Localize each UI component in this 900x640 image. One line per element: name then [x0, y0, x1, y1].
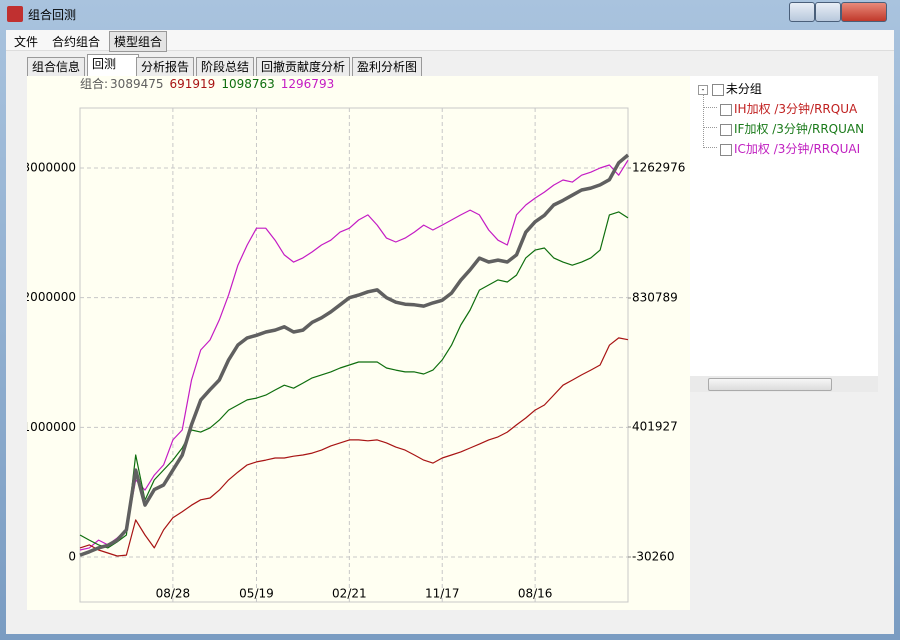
menu-item[interactable]: 文件	[14, 35, 39, 49]
tree-item-label: IF加权 /3分钟/RRQUAN	[734, 122, 865, 136]
series-line	[79, 211, 629, 549]
app-icon	[7, 6, 23, 22]
tab[interactable]: 阶段总结	[196, 57, 255, 76]
menu-bar: 文件 合约组合 模型组合	[6, 30, 894, 52]
x-tick-label: 11/17	[425, 587, 460, 601]
y-tick-label: 1000000	[27, 420, 76, 434]
close-button[interactable]	[841, 2, 887, 22]
y-tick-label: 3000000	[27, 160, 76, 174]
readout: 组合: 3089475 691919 1098763 1296793	[80, 76, 334, 91]
series-line	[79, 159, 629, 551]
tab[interactable]: 回撤贡献度分析	[256, 57, 351, 76]
y2-tick-label: 401927	[632, 420, 678, 434]
tab[interactable]: 回测	[87, 54, 139, 76]
x-tick-label: 08/16	[518, 587, 553, 601]
menu-item[interactable]: 合约组合	[52, 35, 101, 49]
tree-item[interactable]: IH加权 /3分钟/RRQUA	[703, 100, 858, 117]
tab[interactable]: 组合信息	[27, 57, 86, 76]
readout-label: 组合:	[80, 76, 108, 91]
tree-root[interactable]: - 未分组	[698, 80, 762, 97]
menu-item[interactable]: 模型组合	[109, 31, 168, 52]
y2-tick-label: 830789	[632, 291, 678, 305]
series-line	[79, 337, 629, 557]
readout-value: 1098763	[221, 77, 274, 91]
tab[interactable]: 盈利分析图	[352, 57, 423, 76]
tree-item[interactable]: IF加权 /3分钟/RRQUAN	[703, 120, 865, 137]
tree-root-label: 未分组	[725, 82, 762, 96]
horizontal-scrollbar[interactable]	[690, 376, 878, 392]
plot-area	[79, 107, 629, 603]
readout-value: 3089475	[110, 77, 163, 91]
chart-panel: 0 1000000 2000000 3000000 -30260 401927 830789…	[23, 76, 690, 610]
y-tick-label: 0	[68, 550, 76, 564]
client-area: 文件 合约组合 模型组合 组合信息 回测 分析报告 阶段总结 回撤贡献度分析 盈…	[6, 30, 894, 634]
tree-connector	[703, 94, 704, 146]
tree-view: - 未分组 IH加权 /3分钟/RRQUA IF加权 /3分钟/RRQUAN IC加…	[690, 76, 878, 376]
y2-tick-label: 1262976	[632, 161, 685, 175]
x-tick-label: 08/28	[156, 587, 191, 601]
y2-tick-label: -30260	[632, 550, 675, 564]
readout-value: 1296793	[281, 77, 334, 91]
readout-value: 691919	[170, 77, 216, 91]
scroll-thumb[interactable]	[708, 378, 832, 391]
tree-item-label: IC加权 /3分钟/RRQUAI	[734, 142, 861, 156]
minimize-button[interactable]	[789, 2, 815, 22]
tree-item[interactable]: IC加权 /3分钟/RRQUAI	[703, 140, 861, 157]
y-tick-label: 2000000	[27, 290, 76, 304]
series-line	[79, 153, 630, 557]
title-bar: 组合回测	[0, 0, 900, 28]
x-tick-label: 02/21	[332, 587, 367, 601]
maximize-button[interactable]	[815, 2, 841, 22]
window-title: 组合回测	[28, 8, 77, 22]
chart: 0 1000000 2000000 3000000 -30260 401927 830789…	[23, 76, 690, 610]
tab[interactable]: 分析报告	[136, 57, 195, 76]
x-tick-label: 05/19	[239, 587, 274, 601]
tree-item-label: IH加权 /3分钟/RRQUA	[734, 102, 858, 116]
